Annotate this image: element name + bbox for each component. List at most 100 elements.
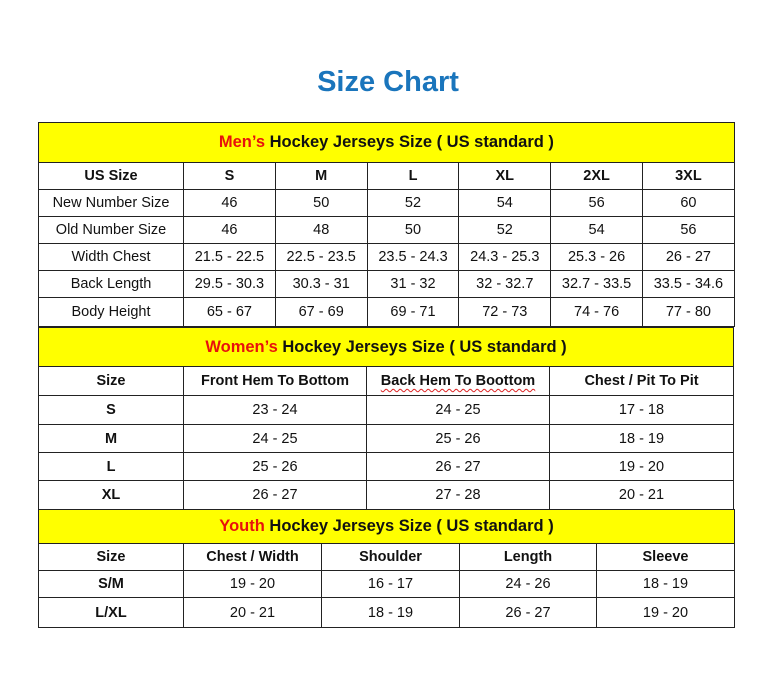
- row-label: Body Height: [38, 297, 184, 327]
- table-row: Back Length 29.5 - 30.3 30.3 - 31 31 - 32 32…: [38, 270, 735, 298]
- column-header: 2XL: [550, 162, 643, 190]
- table-row: S/M 19 - 20 16 - 17 24 - 26 18 - 19: [38, 570, 736, 598]
- table-cell: 67 - 69: [274, 297, 368, 327]
- column-header: M: [274, 162, 368, 190]
- women-heading: Women’s Hockey Jerseys Size ( US standar…: [37, 327, 735, 367]
- table-cell: 23 - 24: [183, 395, 367, 425]
- table-cell: 26 - 27: [459, 597, 597, 628]
- table-cell: 65 - 67: [183, 297, 276, 327]
- column-header: Sleeve: [595, 543, 736, 571]
- youth-heading: Youth Hockey Jerseys Size ( US standard …: [37, 509, 736, 544]
- table-row: Width Chest 21.5 - 22.5 22.5 - 23.5 23.5 - …: [38, 243, 735, 271]
- table-cell: 72 - 73: [458, 297, 552, 327]
- column-header: Chest / Width: [183, 543, 322, 571]
- table-cell: 74 - 76: [550, 297, 643, 327]
- table-cell: 33.5 - 34.6: [641, 270, 735, 298]
- row-label: L/XL: [38, 597, 184, 628]
- men-size-table: Men’s Hockey Jerseys Size ( US standard …: [38, 122, 735, 327]
- table-cell: 19 - 20: [595, 597, 736, 628]
- table-cell: 56: [550, 189, 643, 217]
- column-header: L: [366, 162, 460, 190]
- table-cell: 26 - 27: [183, 480, 367, 510]
- table-cell: 30.3 - 31: [274, 270, 368, 298]
- table-cell: 24 - 25: [366, 395, 550, 425]
- men-heading-text: Hockey Jerseys Size ( US standard ): [265, 133, 554, 151]
- table-cell: 26 - 27: [641, 243, 735, 271]
- table-cell: 22.5 - 23.5: [274, 243, 368, 271]
- table-cell: 77 - 80: [641, 297, 735, 327]
- table-row: L 25 - 26 26 - 27 19 - 20: [38, 452, 735, 481]
- row-label: Old Number Size: [38, 216, 184, 244]
- table-cell: 46: [183, 216, 276, 244]
- table-cell: 27 - 28: [366, 480, 550, 510]
- table-cell: 32.7 - 33.5: [550, 270, 643, 298]
- table-cell: 24 - 25: [183, 424, 367, 453]
- table-row: S 23 - 24 24 - 25 17 - 18: [38, 395, 735, 425]
- column-header: Chest / Pit To Pit: [548, 366, 735, 396]
- column-header: Back Hem To Boottom: [366, 366, 550, 396]
- column-header: Front Hem To Bottom: [183, 366, 367, 396]
- column-header: S: [183, 162, 276, 190]
- table-cell: 52: [458, 216, 552, 244]
- table-cell: 54: [550, 216, 643, 244]
- table-cell: 69 - 71: [366, 297, 460, 327]
- row-label: XL: [38, 480, 184, 510]
- column-header: 3XL: [641, 162, 735, 190]
- table-cell: 17 - 18: [548, 395, 735, 425]
- column-header: Length: [459, 543, 597, 571]
- table-cell: 54: [458, 189, 552, 217]
- column-header: Size: [38, 366, 184, 396]
- row-label: M: [38, 424, 184, 453]
- table-cell: 52: [366, 189, 460, 217]
- table-cell: 23.5 - 24.3: [366, 243, 460, 271]
- table-cell: 16 - 17: [321, 570, 460, 598]
- table-cell: 26 - 27: [366, 452, 550, 481]
- women-heading-text: Hockey Jerseys Size ( US standard ): [277, 337, 567, 356]
- table-row: Old Number Size 46 48 50 52 54 56: [38, 216, 735, 244]
- table-cell: 20 - 21: [183, 597, 322, 628]
- column-header: Shoulder: [321, 543, 460, 571]
- row-label: L: [38, 452, 184, 481]
- table-row: L/XL 20 - 21 18 - 19 26 - 27 19 - 20: [38, 597, 736, 628]
- table-cell: 29.5 - 30.3: [183, 270, 276, 298]
- table-cell: 21.5 - 22.5: [183, 243, 276, 271]
- youth-size-table: Youth Hockey Jerseys Size ( US standard …: [37, 509, 736, 628]
- row-label: S/M: [38, 570, 184, 598]
- table-row: Body Height 65 - 67 67 - 69 69 - 71 72 - 73 7…: [38, 297, 735, 327]
- column-header-label: Back Hem To Boottom: [380, 373, 536, 389]
- table-cell: 24 - 26: [459, 570, 597, 598]
- table-cell: 60: [641, 189, 735, 217]
- column-header: XL: [458, 162, 552, 190]
- table-cell: 18 - 19: [321, 597, 460, 628]
- table-row: M 24 - 25 25 - 26 18 - 19: [38, 424, 735, 453]
- row-label: Width Chest: [38, 243, 184, 271]
- table-cell: 24.3 - 25.3: [458, 243, 552, 271]
- women-size-table: Women’s Hockey Jerseys Size ( US standar…: [37, 327, 735, 510]
- table-cell: 18 - 19: [595, 570, 736, 598]
- table-cell: 19 - 20: [183, 570, 322, 598]
- row-label: Back Length: [38, 270, 184, 298]
- table-cell: 50: [274, 189, 368, 217]
- table-cell: 25 - 26: [183, 452, 367, 481]
- table-cell: 46: [183, 189, 276, 217]
- table-cell: 25 - 26: [366, 424, 550, 453]
- table-cell: 50: [366, 216, 460, 244]
- row-label: S: [38, 395, 184, 425]
- column-header: US Size: [38, 162, 184, 190]
- table-cell: 19 - 20: [548, 452, 735, 481]
- men-heading: Men’s Hockey Jerseys Size ( US standard …: [38, 122, 735, 163]
- youth-heading-highlight: Youth: [219, 517, 265, 535]
- table-cell: 31 - 32: [366, 270, 460, 298]
- table-row: XL 26 - 27 27 - 28 20 - 21: [38, 480, 735, 510]
- row-label: New Number Size: [38, 189, 184, 217]
- men-heading-highlight: Men’s: [218, 133, 266, 151]
- youth-heading-text: Hockey Jerseys Size ( US standard ): [264, 517, 554, 535]
- table-cell: 48: [274, 216, 368, 244]
- women-heading-highlight: Women’s: [205, 337, 278, 356]
- table-cell: 32 - 32.7: [458, 270, 552, 298]
- column-header: Size: [38, 543, 184, 571]
- table-cell: 56: [641, 216, 735, 244]
- page-title: Size Chart: [317, 66, 459, 98]
- table-cell: 20 - 21: [548, 480, 735, 510]
- table-cell: 18 - 19: [548, 424, 735, 453]
